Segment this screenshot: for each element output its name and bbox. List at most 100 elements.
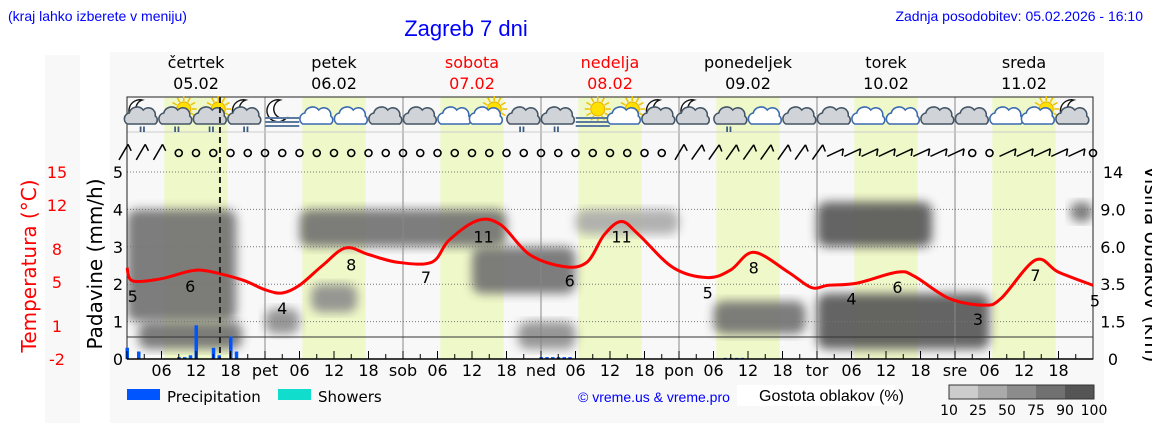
barb-staff bbox=[930, 148, 948, 158]
rain-marks: ıı bbox=[242, 124, 249, 135]
cloud-shape bbox=[158, 106, 193, 125]
legend-swatch-showers bbox=[278, 389, 311, 400]
day-name: ponedeljek bbox=[704, 53, 793, 72]
moon-cloud-icon bbox=[641, 99, 676, 125]
sun-ray bbox=[500, 112, 506, 117]
moon-cloud-rain-icon: ıı bbox=[227, 99, 262, 135]
y-tick-cloud-height: 6.0 bbox=[1100, 238, 1125, 257]
cloud-shape bbox=[402, 106, 437, 125]
cloud-layer bbox=[1070, 201, 1093, 222]
cloud-shape bbox=[468, 106, 503, 125]
menu-hint[interactable]: (kraj lahko izberete v meniju) bbox=[8, 8, 187, 24]
wind-barb-icon bbox=[1050, 148, 1069, 158]
x-tick-hour: 06 bbox=[289, 361, 309, 380]
rain-marks: ıı bbox=[725, 124, 732, 135]
sun-ray bbox=[190, 101, 196, 106]
barb-feather bbox=[822, 144, 827, 152]
cloud-rain-icon: ıı bbox=[506, 106, 541, 135]
temperature-label: 8 bbox=[749, 258, 759, 277]
sun-ray bbox=[1052, 101, 1058, 106]
barb-staff bbox=[826, 148, 844, 158]
y-tick-cloud-height: 14 bbox=[1103, 163, 1123, 182]
barb-feather bbox=[1048, 148, 1052, 157]
y-tick-precipitation: 5 bbox=[113, 163, 123, 182]
barb-staff bbox=[1068, 148, 1086, 158]
x-tick-hour: 18 bbox=[910, 361, 930, 380]
precipitation-bar bbox=[194, 325, 198, 359]
day-date: 10.02 bbox=[863, 74, 909, 93]
sun-ray bbox=[187, 97, 191, 103]
day-name: sreda bbox=[1002, 53, 1046, 72]
y-tick-temperature: 12 bbox=[47, 196, 67, 215]
wind-calm-icon bbox=[536, 148, 546, 158]
sun-ray bbox=[224, 101, 230, 106]
x-tick-hour: 06 bbox=[703, 361, 723, 380]
cloud-layer bbox=[518, 321, 576, 350]
cloud-shape bbox=[506, 106, 541, 125]
x-tick-hour: 12 bbox=[738, 361, 758, 380]
temperature-label: 7 bbox=[1030, 266, 1040, 285]
wind-barb-icon bbox=[861, 148, 879, 158]
sun-disc bbox=[590, 101, 606, 117]
barb-feather bbox=[161, 144, 167, 152]
day-date: 08.02 bbox=[587, 74, 633, 93]
barb-staff bbox=[843, 148, 861, 158]
temperature-line bbox=[125, 217, 1094, 307]
y-tick-precipitation: 0 bbox=[113, 350, 123, 369]
wind-calm-icon bbox=[415, 148, 425, 158]
copyright-link[interactable]: © vreme.us & vreme.pro bbox=[578, 389, 730, 405]
y-tick-precipitation: 3 bbox=[113, 238, 123, 257]
wind-calm-icon bbox=[985, 148, 994, 158]
precipitation-bar bbox=[211, 347, 216, 359]
precipitation-bar bbox=[188, 355, 193, 359]
moon-cloud-icon bbox=[1055, 99, 1090, 125]
wind-calm-icon bbox=[243, 148, 253, 158]
barb-staff bbox=[152, 143, 164, 161]
x-tick-hour: 12 bbox=[186, 361, 206, 380]
page-title: Zagreb 7 dni bbox=[404, 16, 528, 41]
day-name: nedelja bbox=[581, 53, 640, 72]
legend-label-precipitation: Precipitation bbox=[167, 388, 261, 406]
temperature-label: 11 bbox=[611, 228, 631, 247]
cloud-shape bbox=[641, 106, 676, 125]
wind-calm-icon bbox=[174, 148, 184, 158]
wind-barb-icon bbox=[826, 148, 845, 158]
wind-calm-icon bbox=[450, 148, 460, 158]
wind-barb-icon bbox=[1033, 148, 1052, 158]
wind-calm-icon bbox=[226, 148, 235, 158]
x-tick-day: sob bbox=[389, 361, 417, 380]
wind-barb-icon bbox=[1068, 148, 1086, 158]
sun-ray bbox=[206, 101, 212, 106]
wind-calm-icon bbox=[398, 148, 408, 158]
day-name: torek bbox=[865, 53, 907, 72]
wind-calm-icon bbox=[346, 148, 356, 158]
barb-staff bbox=[691, 144, 703, 160]
legend-label-showers: Showers bbox=[318, 388, 382, 406]
cloud-layer bbox=[311, 284, 357, 313]
day-name: četrtek bbox=[168, 53, 226, 72]
wind-barb-icon bbox=[1016, 148, 1034, 158]
x-tick-hour: 06 bbox=[151, 361, 171, 380]
cloud-shape bbox=[333, 106, 368, 125]
wind-calm-icon bbox=[484, 148, 494, 158]
cloud-icon bbox=[299, 106, 334, 125]
y-tick-cloud-height: 3.5 bbox=[1100, 275, 1125, 294]
day-name: sobota bbox=[445, 53, 499, 72]
x-tick-hour: 06 bbox=[979, 361, 999, 380]
wind-barb-icon bbox=[725, 144, 740, 160]
wind-barb-icon bbox=[843, 148, 862, 158]
barb-staff bbox=[895, 148, 913, 158]
x-tick-hour: 12 bbox=[876, 361, 896, 380]
cloud-legend-title-bg bbox=[737, 385, 895, 406]
sun-cloud-rain-icon: ıı bbox=[158, 96, 197, 135]
temperature-label: 5 bbox=[703, 284, 713, 303]
barb-staff bbox=[674, 143, 685, 161]
cloud-shape bbox=[299, 106, 334, 125]
barb-feather bbox=[144, 144, 150, 152]
barb-feather bbox=[927, 148, 931, 157]
y-tick-cloud-height: 1.5 bbox=[1100, 313, 1125, 332]
cloud-gray-icon bbox=[920, 106, 955, 125]
cloud-gray-icon bbox=[402, 106, 437, 125]
sun-ray bbox=[586, 112, 592, 117]
barb-staff bbox=[725, 144, 738, 160]
